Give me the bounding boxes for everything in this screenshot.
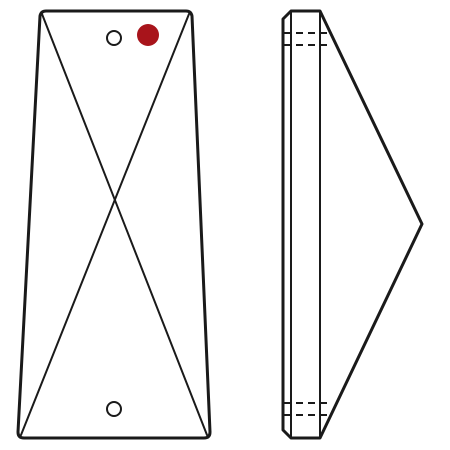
side-view [281,9,424,440]
mounting-hole-top-icon [106,30,122,46]
mounting-hole-bottom-icon [106,401,122,417]
front-diagonal-right [20,13,190,436]
front-outline [16,9,212,440]
side-outline [281,9,424,440]
front-diagonal-left [41,13,208,436]
front-view [16,9,212,440]
red-dot-marker-icon [137,24,159,46]
